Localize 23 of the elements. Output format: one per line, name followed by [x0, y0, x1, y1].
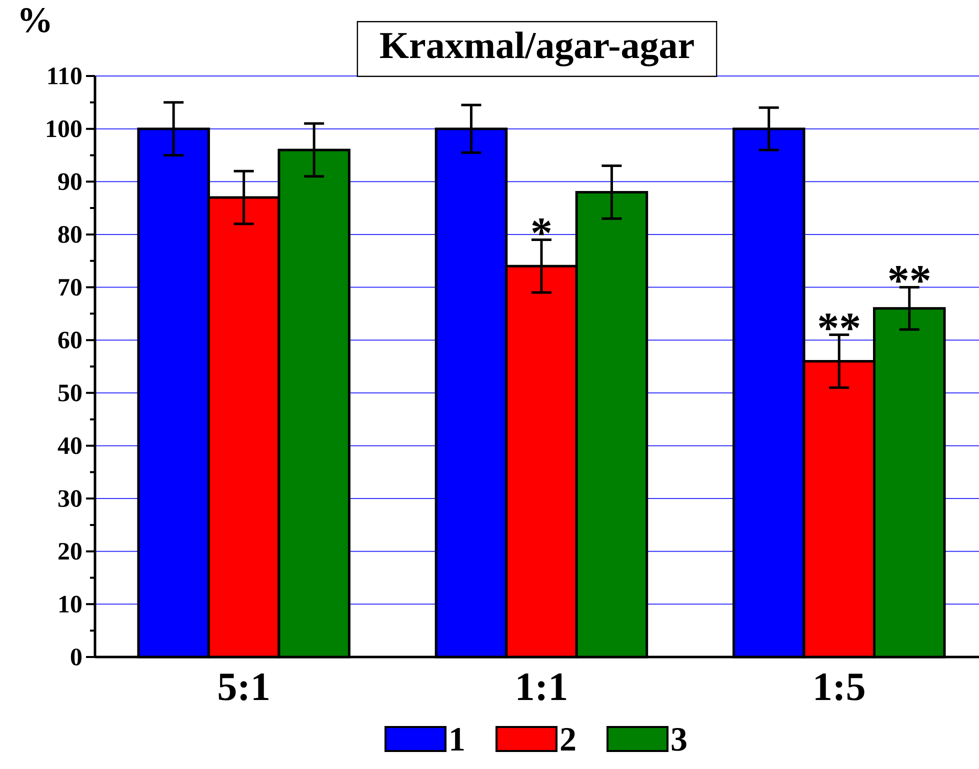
y-tick-label: 70	[58, 278, 82, 296]
y-tick-label: 50	[58, 384, 82, 402]
y-tick-label: 110	[48, 68, 82, 84]
annotation: **	[818, 314, 860, 330]
x-tick-label: 1:1	[518, 674, 566, 701]
y-tick-label: 100	[46, 120, 82, 138]
y-axis-title: %	[20, 8, 50, 32]
y-tick-label: 40	[58, 437, 82, 454]
y-tick-label: 10	[59, 596, 82, 613]
y-tick-label: 60	[58, 332, 82, 349]
chart-title: Kraxmal/agar-agar	[380, 32, 694, 66]
y-tick-label: 30	[58, 490, 82, 507]
x-tick-label: 5:1	[218, 674, 268, 701]
annotation: *	[532, 218, 551, 236]
y-tick-label: 80	[58, 226, 82, 243]
y-tick-label: 20	[58, 542, 82, 560]
legend-label: 3	[672, 728, 686, 751]
legend-label: 1	[451, 728, 464, 750]
x-tick-label: 1:5	[816, 674, 864, 701]
legend-label: 2	[560, 728, 576, 751]
y-tick-label: 0	[70, 648, 82, 666]
y-tick-label: 90	[58, 173, 82, 190]
annotation: **	[889, 266, 930, 283]
